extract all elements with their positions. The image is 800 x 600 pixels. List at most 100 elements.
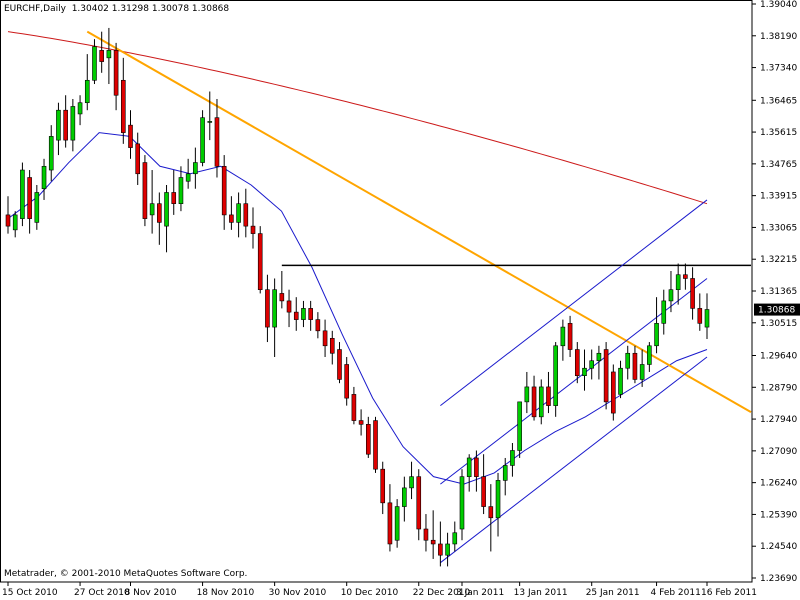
date-tick-label: 27 Oct 2010	[74, 588, 130, 598]
ohlc-label: 1.30402 1.31298 1.30078 1.30868	[71, 4, 230, 14]
candle-bear	[358, 420, 364, 425]
candle-bull	[41, 165, 47, 190]
candle-bear	[5, 214, 11, 227]
price-tick-label: 1.33915	[760, 192, 797, 202]
candle-bull	[639, 364, 645, 380]
candle-bull	[178, 177, 184, 204]
candle-bull	[402, 487, 407, 507]
candle-bear	[337, 349, 342, 380]
candle-bear	[135, 143, 141, 175]
price-tick-label: 1.32215	[760, 255, 797, 265]
candle-bear	[120, 79, 126, 133]
candle-bull	[84, 79, 90, 104]
symbol-header: EURCHF,Daily 1.30402 1.31298 1.30078 1.3…	[4, 4, 229, 14]
date-tick-label: 25 Jan 2011	[586, 588, 640, 598]
date-tick-label: 16 Feb 2011	[701, 588, 757, 598]
symbol-label: EURCHF,Daily	[4, 4, 66, 14]
candle-bull	[20, 169, 25, 219]
candle-bull	[510, 450, 515, 466]
candle-bear	[690, 278, 695, 309]
candle-bear	[214, 117, 220, 167]
candle-bear	[128, 124, 133, 148]
candle-bull	[70, 106, 76, 141]
price-tick-label: 1.30515	[760, 319, 797, 329]
candle-bull	[34, 192, 40, 223]
candle-bear	[481, 476, 486, 507]
price-tick-label: 1.37340	[760, 64, 797, 74]
candle-bull	[236, 203, 241, 223]
price-tick-label: 1.28790	[760, 383, 797, 393]
price-tick-label: 1.27940	[760, 415, 797, 425]
date-tick-label: 3 Jan 2011	[456, 588, 504, 598]
candle-bear	[329, 338, 335, 354]
candle-bear	[229, 214, 234, 223]
candle-bear	[603, 349, 609, 403]
price-tick-label: 1.38190	[760, 32, 797, 42]
candle-bear	[387, 502, 393, 545]
candle-bull	[394, 506, 400, 541]
candle-bear	[423, 528, 429, 541]
price-tick-label: 1.29640	[760, 352, 797, 362]
candle-bull	[200, 117, 205, 163]
candle-bull	[193, 162, 198, 175]
date-tick-label: 8 Nov 2010	[125, 588, 177, 598]
candle-bull	[524, 386, 530, 403]
candle-bull	[654, 323, 659, 347]
candle-bear	[531, 386, 537, 418]
candle-bear	[366, 424, 371, 455]
candle-bull	[668, 289, 674, 302]
candle-bear	[27, 177, 32, 219]
date-tick-label: 18 Nov 2010	[197, 588, 255, 598]
candle-bull	[596, 352, 602, 362]
candle-bull	[517, 401, 522, 451]
candle-bear	[286, 300, 292, 313]
price-tick-label: 1.26240	[760, 479, 797, 489]
candle-bear	[322, 330, 328, 347]
candle-bull	[704, 309, 710, 328]
candle-bear	[373, 420, 378, 470]
candle-bull	[106, 50, 112, 59]
candle-bull	[301, 308, 306, 320]
candle-bull	[538, 386, 544, 418]
candle-bull	[495, 480, 501, 519]
candle-bull	[675, 274, 681, 290]
channel-lower-line	[440, 356, 708, 564]
candle-bull	[560, 326, 566, 347]
candle-bull	[92, 46, 97, 81]
price-tick-label: 1.36465	[760, 96, 797, 106]
candle-bull	[647, 345, 652, 365]
last-price-marker	[754, 303, 800, 316]
candle-bear	[574, 349, 580, 376]
candle-bear	[430, 539, 436, 545]
candle-bull	[466, 457, 472, 477]
candle-bear	[683, 274, 688, 279]
price-tick-label: 1.39040	[760, 0, 797, 10]
price-tick-label: 1.25390	[760, 510, 797, 520]
date-tick-label: 10 Dec 2010	[341, 588, 399, 598]
candle-bear	[221, 165, 227, 216]
candle-bear	[293, 311, 299, 320]
channel-upper-line	[440, 199, 708, 407]
candle-bull	[661, 300, 667, 324]
slow-moving-average	[7, 31, 708, 205]
candle-bear	[113, 50, 119, 96]
candle-bull	[164, 192, 169, 227]
orange-trendline	[86, 30, 752, 414]
candle-bear	[315, 319, 321, 332]
price-tick-label: 1.23690	[760, 574, 797, 584]
candle-bull	[56, 109, 61, 141]
candle-bear	[632, 352, 638, 380]
candle-bull	[589, 360, 595, 369]
candle-bull	[48, 136, 54, 171]
candle-bear	[438, 543, 443, 556]
candle-bull	[625, 352, 631, 369]
candle-bear	[546, 386, 551, 406]
date-tick-label: 13 Jan 2011	[514, 588, 568, 598]
candle-bear	[351, 394, 357, 421]
candle-bear	[380, 468, 386, 504]
fast-moving-average	[7, 132, 708, 485]
candle-bear	[611, 371, 616, 414]
candle-bear	[265, 289, 270, 328]
